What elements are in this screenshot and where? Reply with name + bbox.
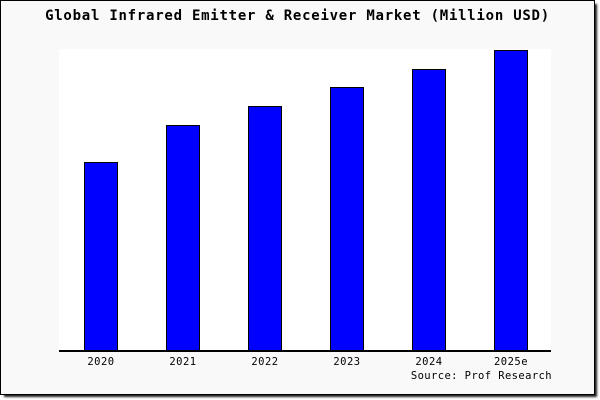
x-axis-label: 2021 [169,356,197,368]
x-axis-label: 2020 [87,356,115,368]
bar-2022 [248,106,282,350]
x-axis-label: 2024 [415,356,443,368]
bar-2023 [330,87,364,350]
chart-title: Global Infrared Emitter & Receiver Marke… [45,8,550,24]
figure-frame: Global Infrared Emitter & Receiver Marke… [0,0,595,395]
x-axis-label: 2025e [493,356,529,368]
bar-2024 [412,69,446,350]
x-axis-label: 2023 [333,356,361,368]
bar-2020 [84,162,118,350]
bar-2021 [166,125,200,350]
bar-2025e [494,50,528,350]
x-axis: 2020 2021 2022 2023 2024 2025e [59,356,551,370]
x-axis-label: 2022 [251,356,279,368]
source-note: Source: Prof Research [410,370,552,382]
plot-area [59,49,551,352]
